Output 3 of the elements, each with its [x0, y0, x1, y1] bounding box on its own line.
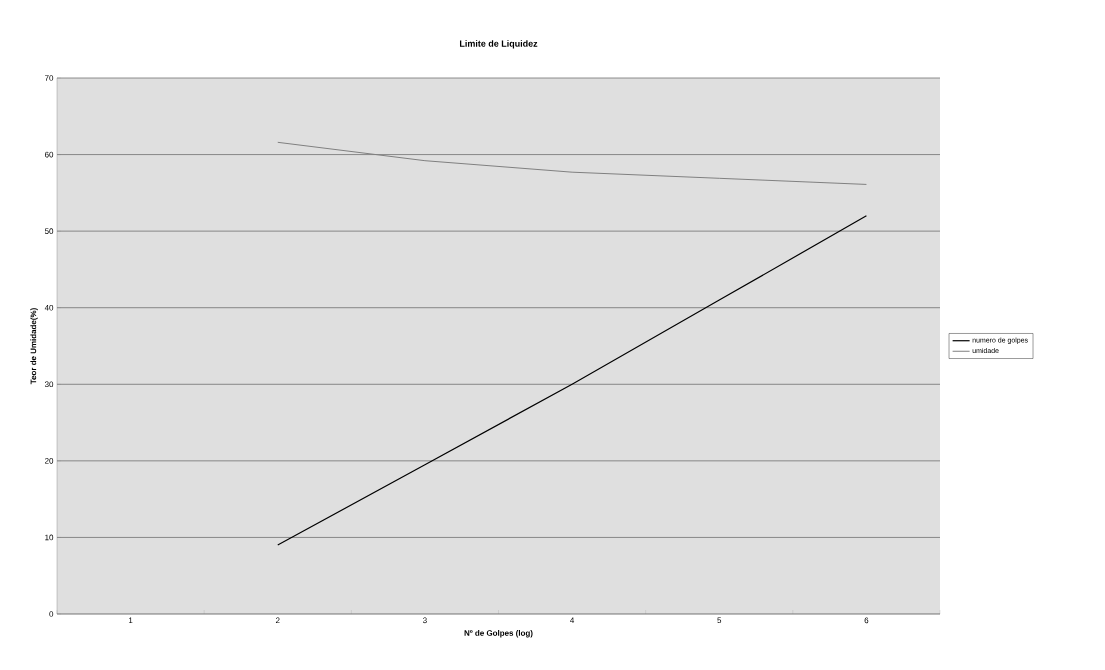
line-series [277, 141, 867, 185]
line-series [277, 215, 868, 546]
chart-title: Limite de Liquidez [459, 40, 538, 49]
